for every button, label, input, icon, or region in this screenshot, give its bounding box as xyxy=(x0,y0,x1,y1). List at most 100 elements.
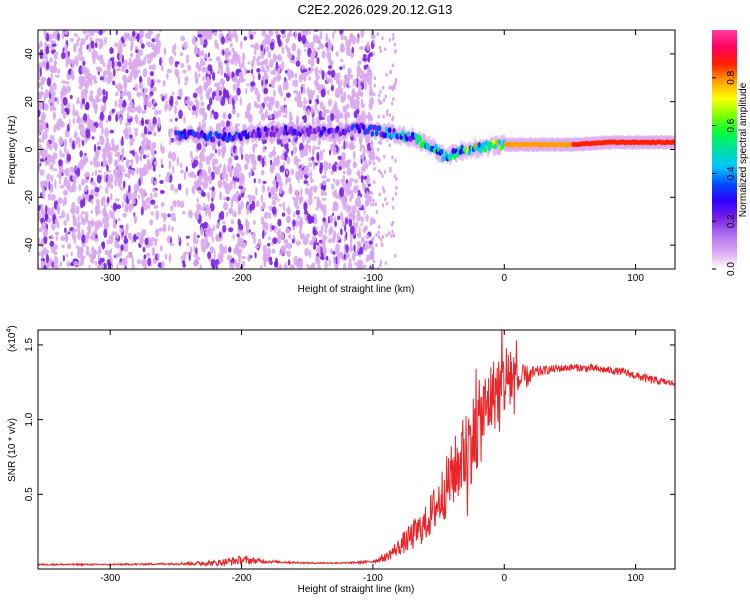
spectrogram-noise-cell xyxy=(123,59,128,69)
spectrogram-noise-cell xyxy=(169,118,174,123)
spectrogram-noise-cell xyxy=(390,85,394,90)
spectrogram-noise-cell xyxy=(87,220,92,224)
spectrogram-noise-cell xyxy=(343,262,347,269)
spectrogram-noise-cell xyxy=(301,30,307,37)
spectrogram-noise-cell xyxy=(391,205,395,210)
spectrogram-noise-cell xyxy=(195,76,198,84)
spectrogram-noise-cell xyxy=(258,120,261,125)
spectrogram-noise-cell xyxy=(372,161,376,166)
spectrogram-noise-cell xyxy=(64,43,68,52)
spectrogram-noise-cell xyxy=(66,85,71,94)
colorbar-tick-label: 0.4 xyxy=(726,166,737,180)
spectrogram-signal-cell xyxy=(377,125,382,132)
spectrogram-noise-cell xyxy=(106,70,112,76)
spectrogram-noise-cell xyxy=(320,84,325,89)
spectrogram-noise-cell xyxy=(228,98,232,105)
spectrogram-noise-cell xyxy=(117,164,123,174)
spectrogram-noise-cell xyxy=(182,210,186,215)
spectrogram-noise-cell xyxy=(321,175,327,179)
spectrogram-noise-cell xyxy=(173,43,177,51)
spectrogram-noise-cell xyxy=(378,45,382,50)
spectrogram-noise-cell xyxy=(54,218,59,225)
spectrogram-noise-cell xyxy=(191,110,197,116)
spectrogram-noise-cell xyxy=(115,252,121,258)
spectrogram-noise-cell xyxy=(169,137,172,146)
spectrogram-noise-cell xyxy=(93,104,98,109)
spectrogram-noise-cell xyxy=(208,35,212,40)
spectrogram-noise-cell xyxy=(95,198,100,205)
spectrogram-noise-cell xyxy=(362,54,367,58)
spectrogram-noise-cell xyxy=(138,57,141,68)
spectrogram-noise-cell xyxy=(114,42,119,47)
spectrogram-noise-cell xyxy=(335,179,340,187)
spectrogram-noise-cell xyxy=(219,191,223,201)
spectrogram-noise-cell xyxy=(367,111,371,122)
spectrogram-noise-cell xyxy=(295,209,301,215)
spectrogram-noise-cell xyxy=(80,199,84,209)
spectrogram-noise-cell xyxy=(307,58,311,65)
spectrogram-noise-cell xyxy=(253,100,258,108)
spectrogram-noise-cell xyxy=(238,185,244,190)
spectrogram-noise-cell xyxy=(187,64,192,72)
spectrogram-noise-cell xyxy=(134,58,138,66)
spectrogram-noise-cell xyxy=(55,231,59,236)
spectrogram-noise-cell xyxy=(274,226,278,231)
spectrogram-noise-cell xyxy=(372,259,376,264)
spectrogram-noise-cell xyxy=(316,259,321,266)
spectrogram-noise-cell xyxy=(337,215,341,221)
spectrogram-noise-cell xyxy=(117,183,121,187)
spectrogram-noise-cell xyxy=(52,82,57,91)
spectrogram-noise-cell xyxy=(133,214,137,225)
spectrogram-noise-cell xyxy=(180,35,186,42)
spectrogram-noise-cell xyxy=(373,92,376,97)
spectrogram-noise-cell xyxy=(365,191,370,201)
spectrogram-noise-cell xyxy=(316,84,322,90)
spectrogram-noise-cell xyxy=(390,222,394,227)
spectrogram-signal-cell xyxy=(672,140,675,146)
spectrogram-noise-cell xyxy=(297,196,301,200)
spectrogram-noise-cell xyxy=(129,150,134,154)
spectrogram-signal-cell xyxy=(177,130,181,137)
spectrogram-noise-cell xyxy=(342,64,346,70)
spectrogram-noise-cell xyxy=(240,241,246,248)
spectrogram-noise-cell xyxy=(381,36,384,41)
spectrogram-noise-cell xyxy=(174,117,178,122)
spectrogram-noise-cell xyxy=(379,49,383,54)
spectrogram-noise-cell xyxy=(227,113,232,120)
spectrogram-noise-cell xyxy=(343,35,347,41)
spectrogram-noise-cell xyxy=(293,141,298,145)
spectrogram-noise-cell xyxy=(342,175,346,181)
spectrogram-noise-cell xyxy=(240,189,245,194)
spectrogram-noise-cell xyxy=(152,86,157,92)
snr-y-multiplier: (x104) xyxy=(6,325,18,352)
spectrogram-signal-cell xyxy=(390,133,395,139)
spectrogram-noise-cell xyxy=(193,245,196,253)
spectrogram-noise-cell xyxy=(84,211,89,221)
spectrogram-noise-cell xyxy=(102,196,106,204)
spectrogram-noise-cell xyxy=(391,155,394,160)
spectrogram-noise-cell xyxy=(162,223,167,233)
spectrogram-noise-cell xyxy=(209,97,213,106)
spectrogram-noise-cell xyxy=(273,89,276,97)
spectrogram-noise-cell xyxy=(300,83,306,88)
spectrogram-noise-cell xyxy=(50,222,56,231)
spectrogram-noise-cell xyxy=(337,80,340,85)
spectrogram-noise-cell xyxy=(40,91,45,96)
spectrogram-noise-cell xyxy=(391,63,395,68)
spectrogram-noise-cell xyxy=(271,206,277,215)
spectrogram-noise-cell xyxy=(228,227,234,233)
spectrogram-noise-cell xyxy=(375,155,378,160)
spectrogram-noise-cell xyxy=(145,54,151,59)
spectrogram-noise-cell xyxy=(276,73,281,82)
spectrogram-noise-cell xyxy=(312,244,317,250)
spectrogram-noise-cell xyxy=(369,52,374,57)
spectrogram-noise-cell xyxy=(329,113,335,121)
spectrogram-noise-cell xyxy=(172,45,175,55)
spectrogram-noise-cell xyxy=(320,246,323,257)
spectrogram-noise-cell xyxy=(66,213,70,222)
spectrogram-noise-cell xyxy=(338,166,342,171)
spectrogram-noise-cell xyxy=(278,187,283,195)
spectrogram-noise-cell xyxy=(358,84,362,92)
spectrogram-noise-cell xyxy=(41,151,47,159)
spectrogram-signal-cell xyxy=(373,124,378,131)
